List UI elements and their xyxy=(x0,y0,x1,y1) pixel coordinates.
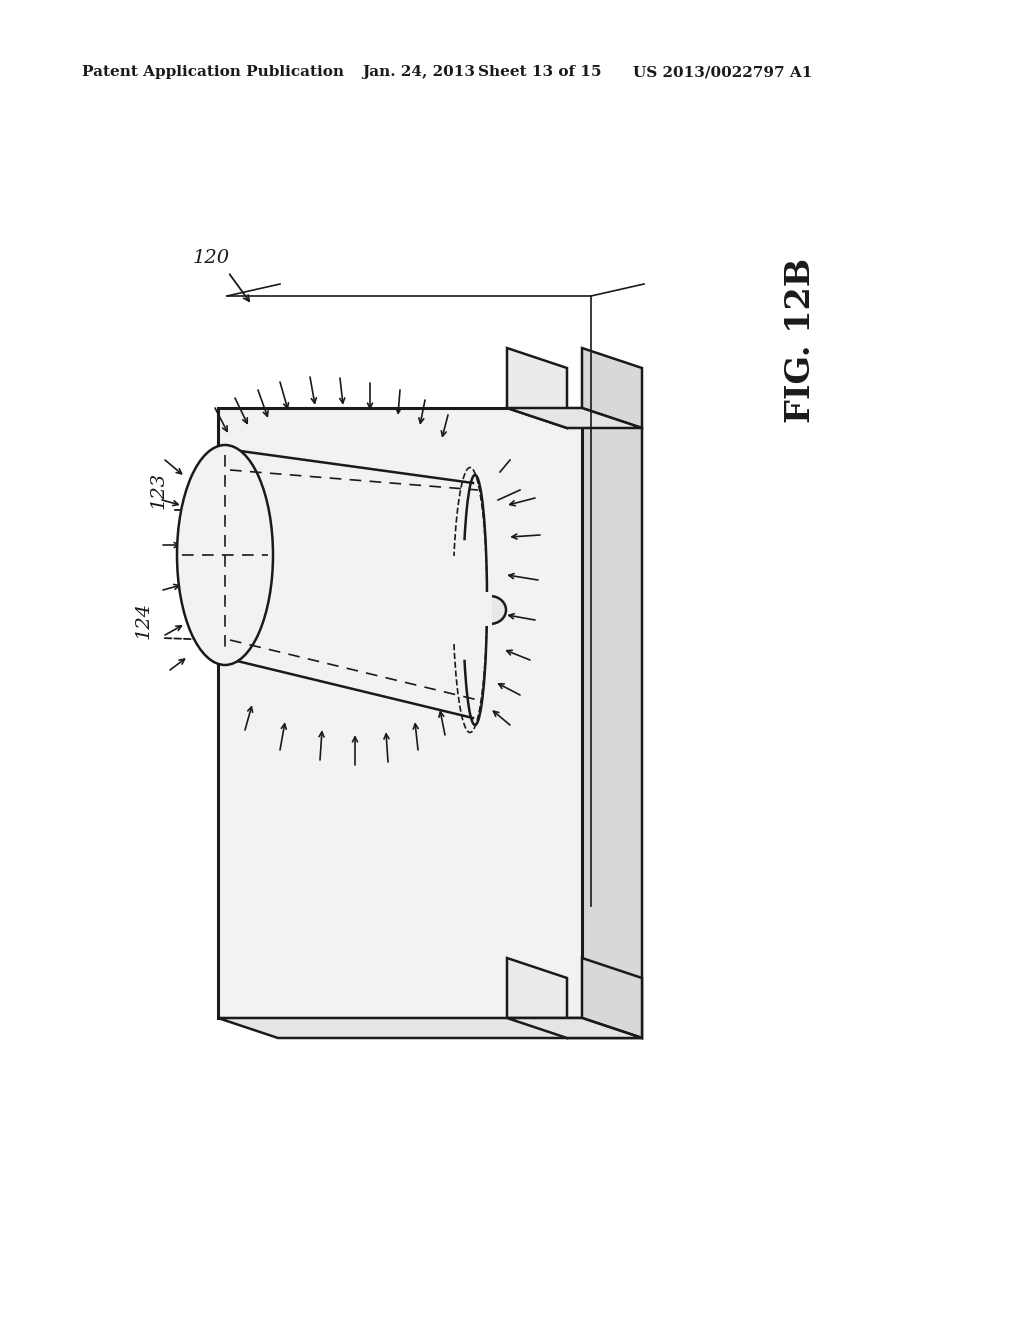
Polygon shape xyxy=(507,1018,642,1038)
Bar xyxy=(470,591,492,626)
Polygon shape xyxy=(582,408,642,1038)
Polygon shape xyxy=(507,348,567,428)
Text: 120: 120 xyxy=(193,249,230,267)
Text: Patent Application Publication: Patent Application Publication xyxy=(82,65,344,79)
Polygon shape xyxy=(218,1018,642,1038)
Polygon shape xyxy=(582,348,642,428)
Text: Jan. 24, 2013: Jan. 24, 2013 xyxy=(362,65,475,79)
Text: US 2013/0022797 A1: US 2013/0022797 A1 xyxy=(633,65,812,79)
Polygon shape xyxy=(507,958,567,1038)
Ellipse shape xyxy=(177,445,273,665)
Polygon shape xyxy=(582,958,642,1038)
Text: 124: 124 xyxy=(135,602,153,639)
Text: FIG. 12B: FIG. 12B xyxy=(783,257,816,422)
Ellipse shape xyxy=(474,597,506,624)
Text: 123: 123 xyxy=(150,471,168,508)
Text: Sheet 13 of 15: Sheet 13 of 15 xyxy=(478,65,601,79)
Polygon shape xyxy=(218,408,582,1018)
Polygon shape xyxy=(507,408,642,428)
